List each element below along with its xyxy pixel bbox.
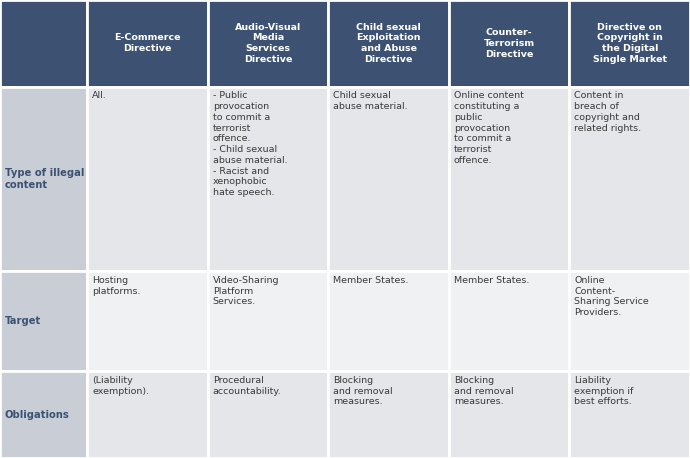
Text: Blocking
and removal
measures.: Blocking and removal measures. (333, 376, 393, 406)
Text: Blocking
and removal
measures.: Blocking and removal measures. (454, 376, 513, 406)
Text: All.: All. (92, 91, 107, 100)
Text: Member States.: Member States. (333, 276, 408, 285)
Bar (449, 271, 569, 371)
Text: Directive on
Copyright in
the Digital
Single Market: Directive on Copyright in the Digital Si… (593, 23, 667, 64)
Text: Hosting
platforms.: Hosting platforms. (92, 276, 141, 295)
Text: - Public
provocation
to commit a
terrorist
offence.
- Child sexual
abuse materia: - Public provocation to commit a terrori… (213, 91, 287, 197)
Text: Obligations: Obligations (5, 409, 70, 420)
Bar (0, 271, 87, 371)
Bar (208, 0, 328, 87)
Bar (328, 371, 449, 458)
Bar (208, 271, 328, 371)
Bar (569, 371, 690, 458)
Bar (449, 87, 569, 271)
Text: Content in
breach of
copyright and
related rights.: Content in breach of copyright and relat… (574, 91, 642, 132)
Text: Audio-Visual
Media
Services
Directive: Audio-Visual Media Services Directive (235, 23, 302, 64)
Bar (328, 0, 449, 87)
Bar (87, 0, 208, 87)
Bar (328, 87, 449, 271)
Bar (449, 0, 569, 87)
Text: Online
Content-
Sharing Service
Providers.: Online Content- Sharing Service Provider… (574, 276, 649, 317)
Text: Child sexual
Exploitation
and Abuse
Directive: Child sexual Exploitation and Abuse Dire… (356, 23, 421, 64)
Bar (0, 87, 87, 271)
Text: Type of illegal
content: Type of illegal content (5, 168, 84, 190)
Bar (569, 87, 690, 271)
Bar (87, 271, 208, 371)
Bar (0, 0, 87, 87)
Bar (569, 271, 690, 371)
Text: Member States.: Member States. (454, 276, 529, 285)
Text: Counter-
Terrorism
Directive: Counter- Terrorism Directive (484, 28, 535, 59)
Bar (208, 371, 328, 458)
Text: E-Commerce
Directive: E-Commerce Directive (115, 33, 181, 53)
Text: Procedural
accountability.: Procedural accountability. (213, 376, 282, 396)
Bar (87, 371, 208, 458)
Text: Video-Sharing
Platform
Services.: Video-Sharing Platform Services. (213, 276, 279, 306)
Bar (569, 0, 690, 87)
Bar (328, 271, 449, 371)
Bar (87, 87, 208, 271)
Text: (Liability
exemption).: (Liability exemption). (92, 376, 149, 396)
Text: Child sexual
abuse material.: Child sexual abuse material. (333, 91, 408, 111)
Bar (449, 371, 569, 458)
Bar (0, 371, 87, 458)
Bar (208, 87, 328, 271)
Text: Online content
constituting a
public
provocation
to commit a
terrorist
offence.: Online content constituting a public pro… (454, 91, 524, 165)
Text: Liability
exemption if
best efforts.: Liability exemption if best efforts. (574, 376, 633, 406)
Text: Target: Target (5, 316, 41, 326)
